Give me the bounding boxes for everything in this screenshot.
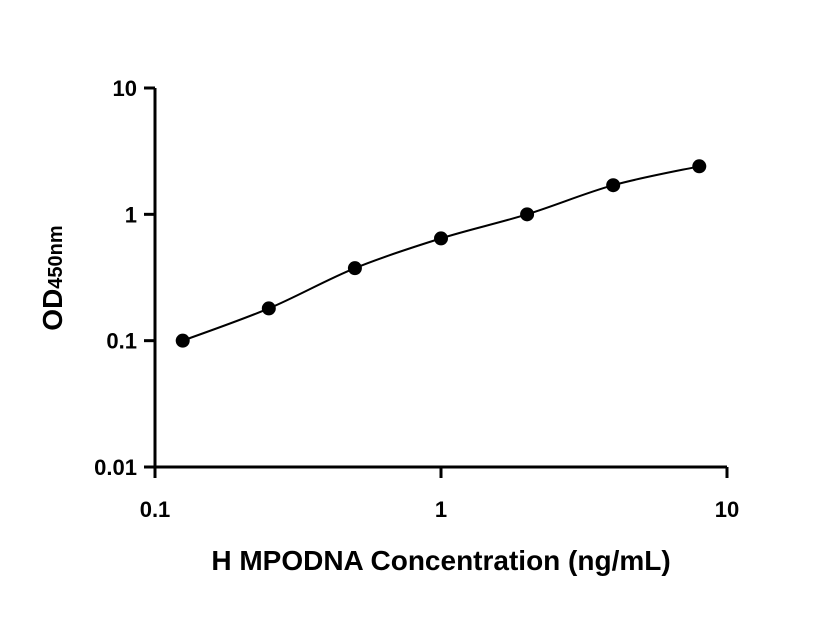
- x-tick-label: 1: [435, 497, 447, 522]
- y-axis-title-main: OD: [37, 289, 68, 331]
- data-point: [520, 207, 535, 222]
- data-point: [347, 261, 362, 276]
- y-axis-title: OD450nm: [37, 225, 68, 330]
- y-tick-label: 0.01: [94, 455, 137, 480]
- x-axis-title: H MPODNA Concentration (ng/mL): [211, 545, 670, 576]
- data-point: [434, 231, 448, 246]
- y-tick-label: 1: [125, 202, 137, 227]
- y-axis-title-subscript: 450nm: [45, 225, 67, 288]
- x-tick-label: 10: [715, 497, 739, 522]
- y-tick-label: 0.1: [106, 329, 137, 354]
- fit-curve-line: [182, 165, 700, 342]
- x-tick-label: 0.1: [140, 497, 171, 522]
- axes: [153, 88, 727, 469]
- x-ticks: 0.1 1 10: [140, 467, 739, 522]
- data-point: [175, 333, 190, 348]
- y-ticks: 0.01 0.1 1 10: [94, 76, 155, 480]
- y-tick-label: 10: [113, 76, 137, 101]
- data-point: [692, 159, 707, 174]
- data-point: [261, 301, 276, 316]
- data-points: [175, 159, 707, 348]
- data-point: [606, 178, 621, 193]
